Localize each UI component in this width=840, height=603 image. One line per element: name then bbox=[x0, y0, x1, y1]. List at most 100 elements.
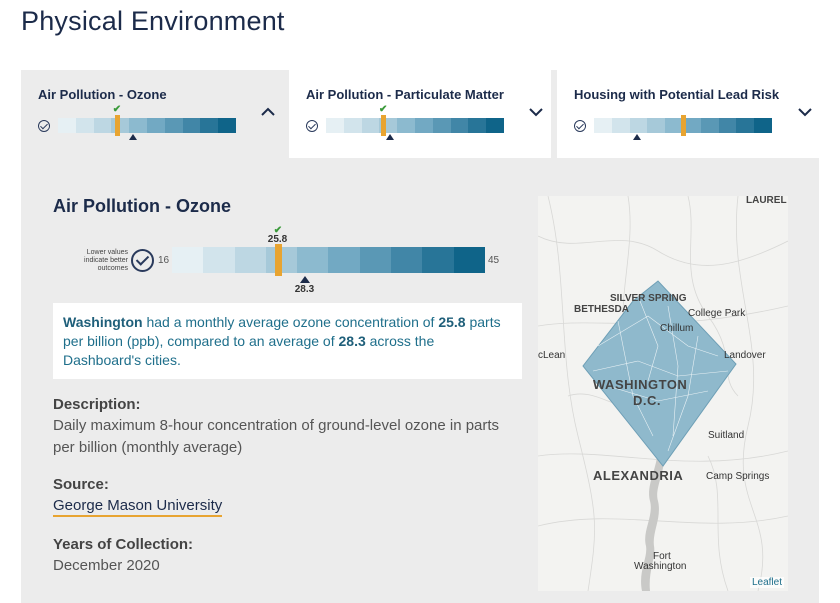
mini-scale bbox=[574, 115, 774, 140]
summary-text-1: had a monthly average ozone concentratio… bbox=[142, 314, 439, 330]
source-label: Source: bbox=[53, 476, 109, 493]
map-label-washington: WASHINGTON bbox=[593, 377, 688, 392]
average-triangle-marker bbox=[299, 276, 310, 283]
color-segment bbox=[361, 118, 380, 133]
map-label-camp-springs: Camp Springs bbox=[706, 471, 770, 482]
color-segment bbox=[203, 247, 235, 273]
map-label-college-park: College Park bbox=[688, 308, 746, 319]
tab-housing-lead-risk[interactable]: Housing with Potential Lead Risk bbox=[557, 70, 819, 158]
tab-title: Air Pollution - Particulate Matter bbox=[306, 87, 504, 102]
color-segment bbox=[359, 247, 392, 273]
scale-max-label: 45 bbox=[488, 255, 500, 266]
color-segment bbox=[58, 118, 76, 133]
color-scale-bar bbox=[172, 247, 485, 273]
color-segment bbox=[629, 118, 648, 133]
map-label-bethesda: BETHESDA bbox=[574, 304, 630, 315]
tab-title: Housing with Potential Lead Risk bbox=[574, 87, 780, 102]
color-segment bbox=[736, 118, 755, 133]
color-segment bbox=[172, 247, 204, 273]
map-label-landover: Landover bbox=[724, 350, 766, 361]
city-value-marker bbox=[274, 244, 282, 276]
summary-box: Washington had a monthly average ozone c… bbox=[53, 303, 522, 379]
mini-scale: ✔ bbox=[38, 104, 238, 140]
mini-scale: ✔ bbox=[306, 104, 506, 140]
color-segment bbox=[611, 118, 630, 133]
check-icon: ✔ bbox=[112, 104, 122, 115]
check-icon: ✔ bbox=[273, 225, 283, 236]
description-label: Description: bbox=[53, 396, 141, 413]
color-segment bbox=[182, 118, 201, 133]
check-circle-icon bbox=[574, 120, 586, 132]
color-segment bbox=[594, 118, 612, 133]
color-segment bbox=[486, 118, 504, 133]
summary-text-2: parts per billion (ppb), compared to an … bbox=[63, 314, 501, 349]
color-segment bbox=[665, 118, 683, 133]
map-label-chillum: Chillum bbox=[660, 323, 694, 334]
detail-title: Air Pollution - Ozone bbox=[53, 196, 231, 216]
chevron-up-icon[interactable] bbox=[260, 104, 276, 122]
color-segment bbox=[414, 118, 433, 133]
color-segment bbox=[682, 118, 701, 133]
color-segment bbox=[326, 118, 344, 133]
description-text: Daily maximum 8-hour concentration of gr… bbox=[53, 417, 500, 456]
average-triangle-marker bbox=[128, 134, 137, 140]
map-background bbox=[538, 196, 788, 591]
color-segment bbox=[328, 247, 360, 273]
color-segment bbox=[297, 247, 329, 273]
color-segment bbox=[200, 118, 219, 133]
color-segment bbox=[422, 247, 454, 273]
summary-city: Washington bbox=[63, 314, 143, 330]
color-segment bbox=[468, 118, 487, 133]
check-icon: ✔ bbox=[378, 104, 388, 115]
chevron-down-icon[interactable] bbox=[797, 104, 813, 122]
summary-text-3: across the Dashboard's cities. bbox=[63, 333, 435, 368]
map-label-laurel: LAUREL bbox=[746, 196, 787, 206]
color-segment bbox=[453, 247, 485, 273]
map-label-dc: D.C. bbox=[633, 393, 661, 408]
tab-air-pollution-particulate-matter[interactable]: Air Pollution - Particulate Matter ✔ bbox=[289, 70, 551, 158]
years-label: Years of Collection: bbox=[53, 536, 194, 553]
color-segment bbox=[93, 118, 112, 133]
mini-color-bar bbox=[58, 118, 236, 133]
color-segment bbox=[234, 247, 266, 273]
color-segment bbox=[164, 118, 183, 133]
source-link[interactable]: George Mason University bbox=[53, 497, 223, 517]
average-triangle-marker bbox=[632, 134, 641, 140]
city-value-marker bbox=[114, 115, 120, 136]
color-segment bbox=[647, 118, 666, 133]
leaflet-attribution-link[interactable]: Leaflet bbox=[749, 577, 784, 588]
scale-min-label: 16 bbox=[158, 255, 170, 266]
check-circle-icon bbox=[306, 120, 318, 132]
tab-air-pollution-ozone[interactable]: Air Pollution - Ozone ✔ bbox=[21, 70, 287, 158]
color-segment bbox=[391, 247, 423, 273]
tab-title: Air Pollution - Ozone bbox=[38, 87, 167, 102]
summary-average: 28.3 bbox=[338, 333, 366, 349]
mini-color-bar bbox=[594, 118, 772, 133]
section-title: Physical Environment bbox=[21, 6, 285, 36]
map-label-suitland: Suitland bbox=[708, 430, 745, 441]
check-circle-icon bbox=[38, 120, 50, 132]
map-label-fort: Fort bbox=[653, 551, 671, 562]
average-triangle-marker bbox=[386, 134, 395, 140]
years-text: December 2020 bbox=[53, 557, 160, 574]
mini-color-bar bbox=[326, 118, 504, 133]
color-segment bbox=[146, 118, 165, 133]
map-label-fort-washington: Washington bbox=[634, 561, 687, 572]
chevron-down-icon[interactable] bbox=[528, 104, 544, 122]
color-segment bbox=[700, 118, 719, 133]
color-segment bbox=[450, 118, 469, 133]
map-label-alexandria: ALEXANDRIA bbox=[593, 468, 684, 483]
color-segment bbox=[75, 118, 94, 133]
city-value-marker bbox=[681, 115, 686, 136]
map[interactable]: LAUREL SILVER SPRING BETHESDA College Pa… bbox=[538, 196, 788, 591]
color-segment bbox=[397, 118, 415, 133]
summary-value: 25.8 bbox=[438, 314, 466, 330]
city-value-label: 25.8 bbox=[267, 234, 288, 245]
color-segment bbox=[432, 118, 451, 133]
average-value-label: 28.3 bbox=[294, 284, 315, 295]
map-label-mclean: cLean bbox=[538, 350, 566, 361]
color-segment bbox=[718, 118, 737, 133]
lower-values-note: Lower values indicate better outcomes bbox=[84, 249, 128, 272]
color-segment bbox=[754, 118, 772, 133]
